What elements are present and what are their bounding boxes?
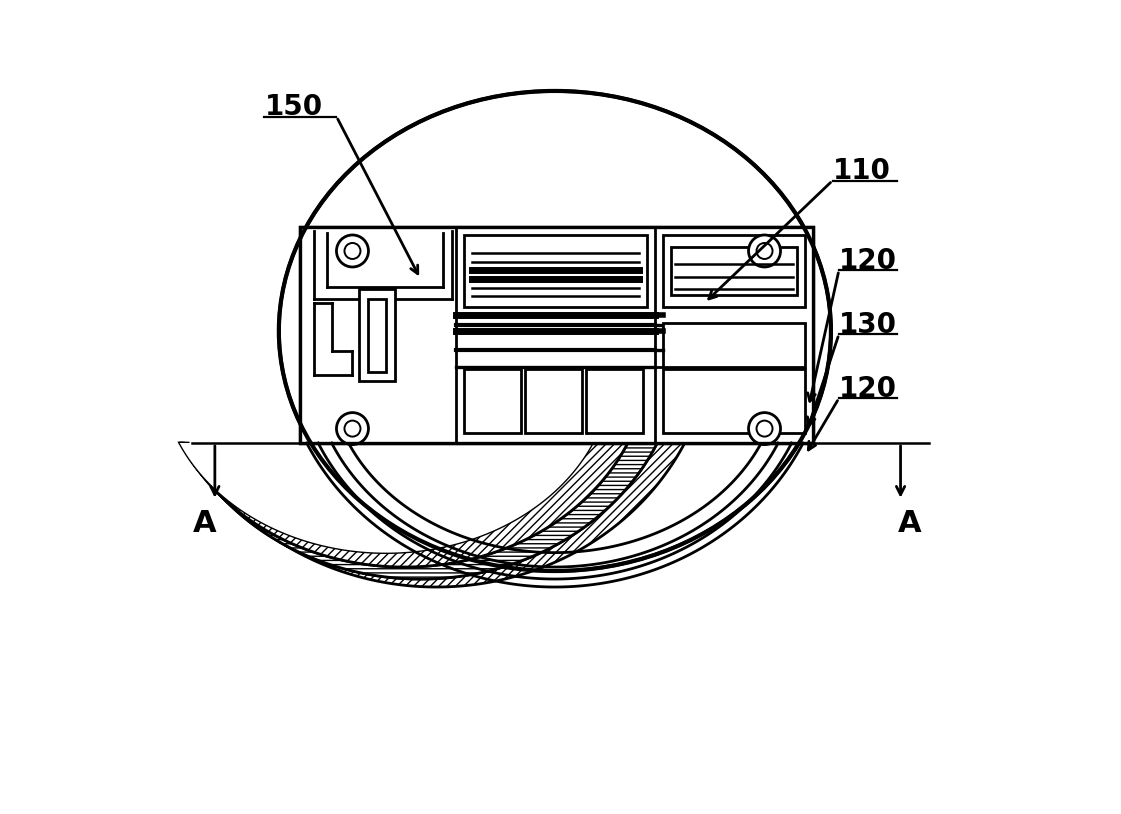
Polygon shape bbox=[359, 290, 395, 382]
Polygon shape bbox=[464, 370, 521, 433]
Polygon shape bbox=[663, 370, 805, 433]
Polygon shape bbox=[663, 235, 805, 307]
Text: 120: 120 bbox=[839, 374, 897, 403]
Polygon shape bbox=[526, 370, 582, 433]
Polygon shape bbox=[184, 443, 685, 587]
Polygon shape bbox=[179, 443, 628, 567]
Text: 150: 150 bbox=[265, 93, 323, 121]
Polygon shape bbox=[586, 370, 643, 433]
Polygon shape bbox=[456, 227, 655, 443]
Text: A: A bbox=[193, 509, 216, 537]
Text: 130: 130 bbox=[839, 311, 897, 339]
Polygon shape bbox=[670, 247, 797, 295]
Text: A: A bbox=[898, 509, 921, 537]
Polygon shape bbox=[464, 235, 647, 307]
Polygon shape bbox=[300, 227, 813, 443]
Polygon shape bbox=[179, 443, 780, 553]
Text: 110: 110 bbox=[833, 157, 890, 185]
Circle shape bbox=[749, 413, 780, 444]
Circle shape bbox=[749, 235, 780, 267]
Polygon shape bbox=[182, 443, 657, 579]
Circle shape bbox=[336, 413, 369, 444]
Text: 120: 120 bbox=[839, 247, 897, 274]
Polygon shape bbox=[663, 322, 805, 367]
Ellipse shape bbox=[279, 91, 831, 571]
Circle shape bbox=[336, 235, 369, 267]
Polygon shape bbox=[300, 227, 813, 443]
